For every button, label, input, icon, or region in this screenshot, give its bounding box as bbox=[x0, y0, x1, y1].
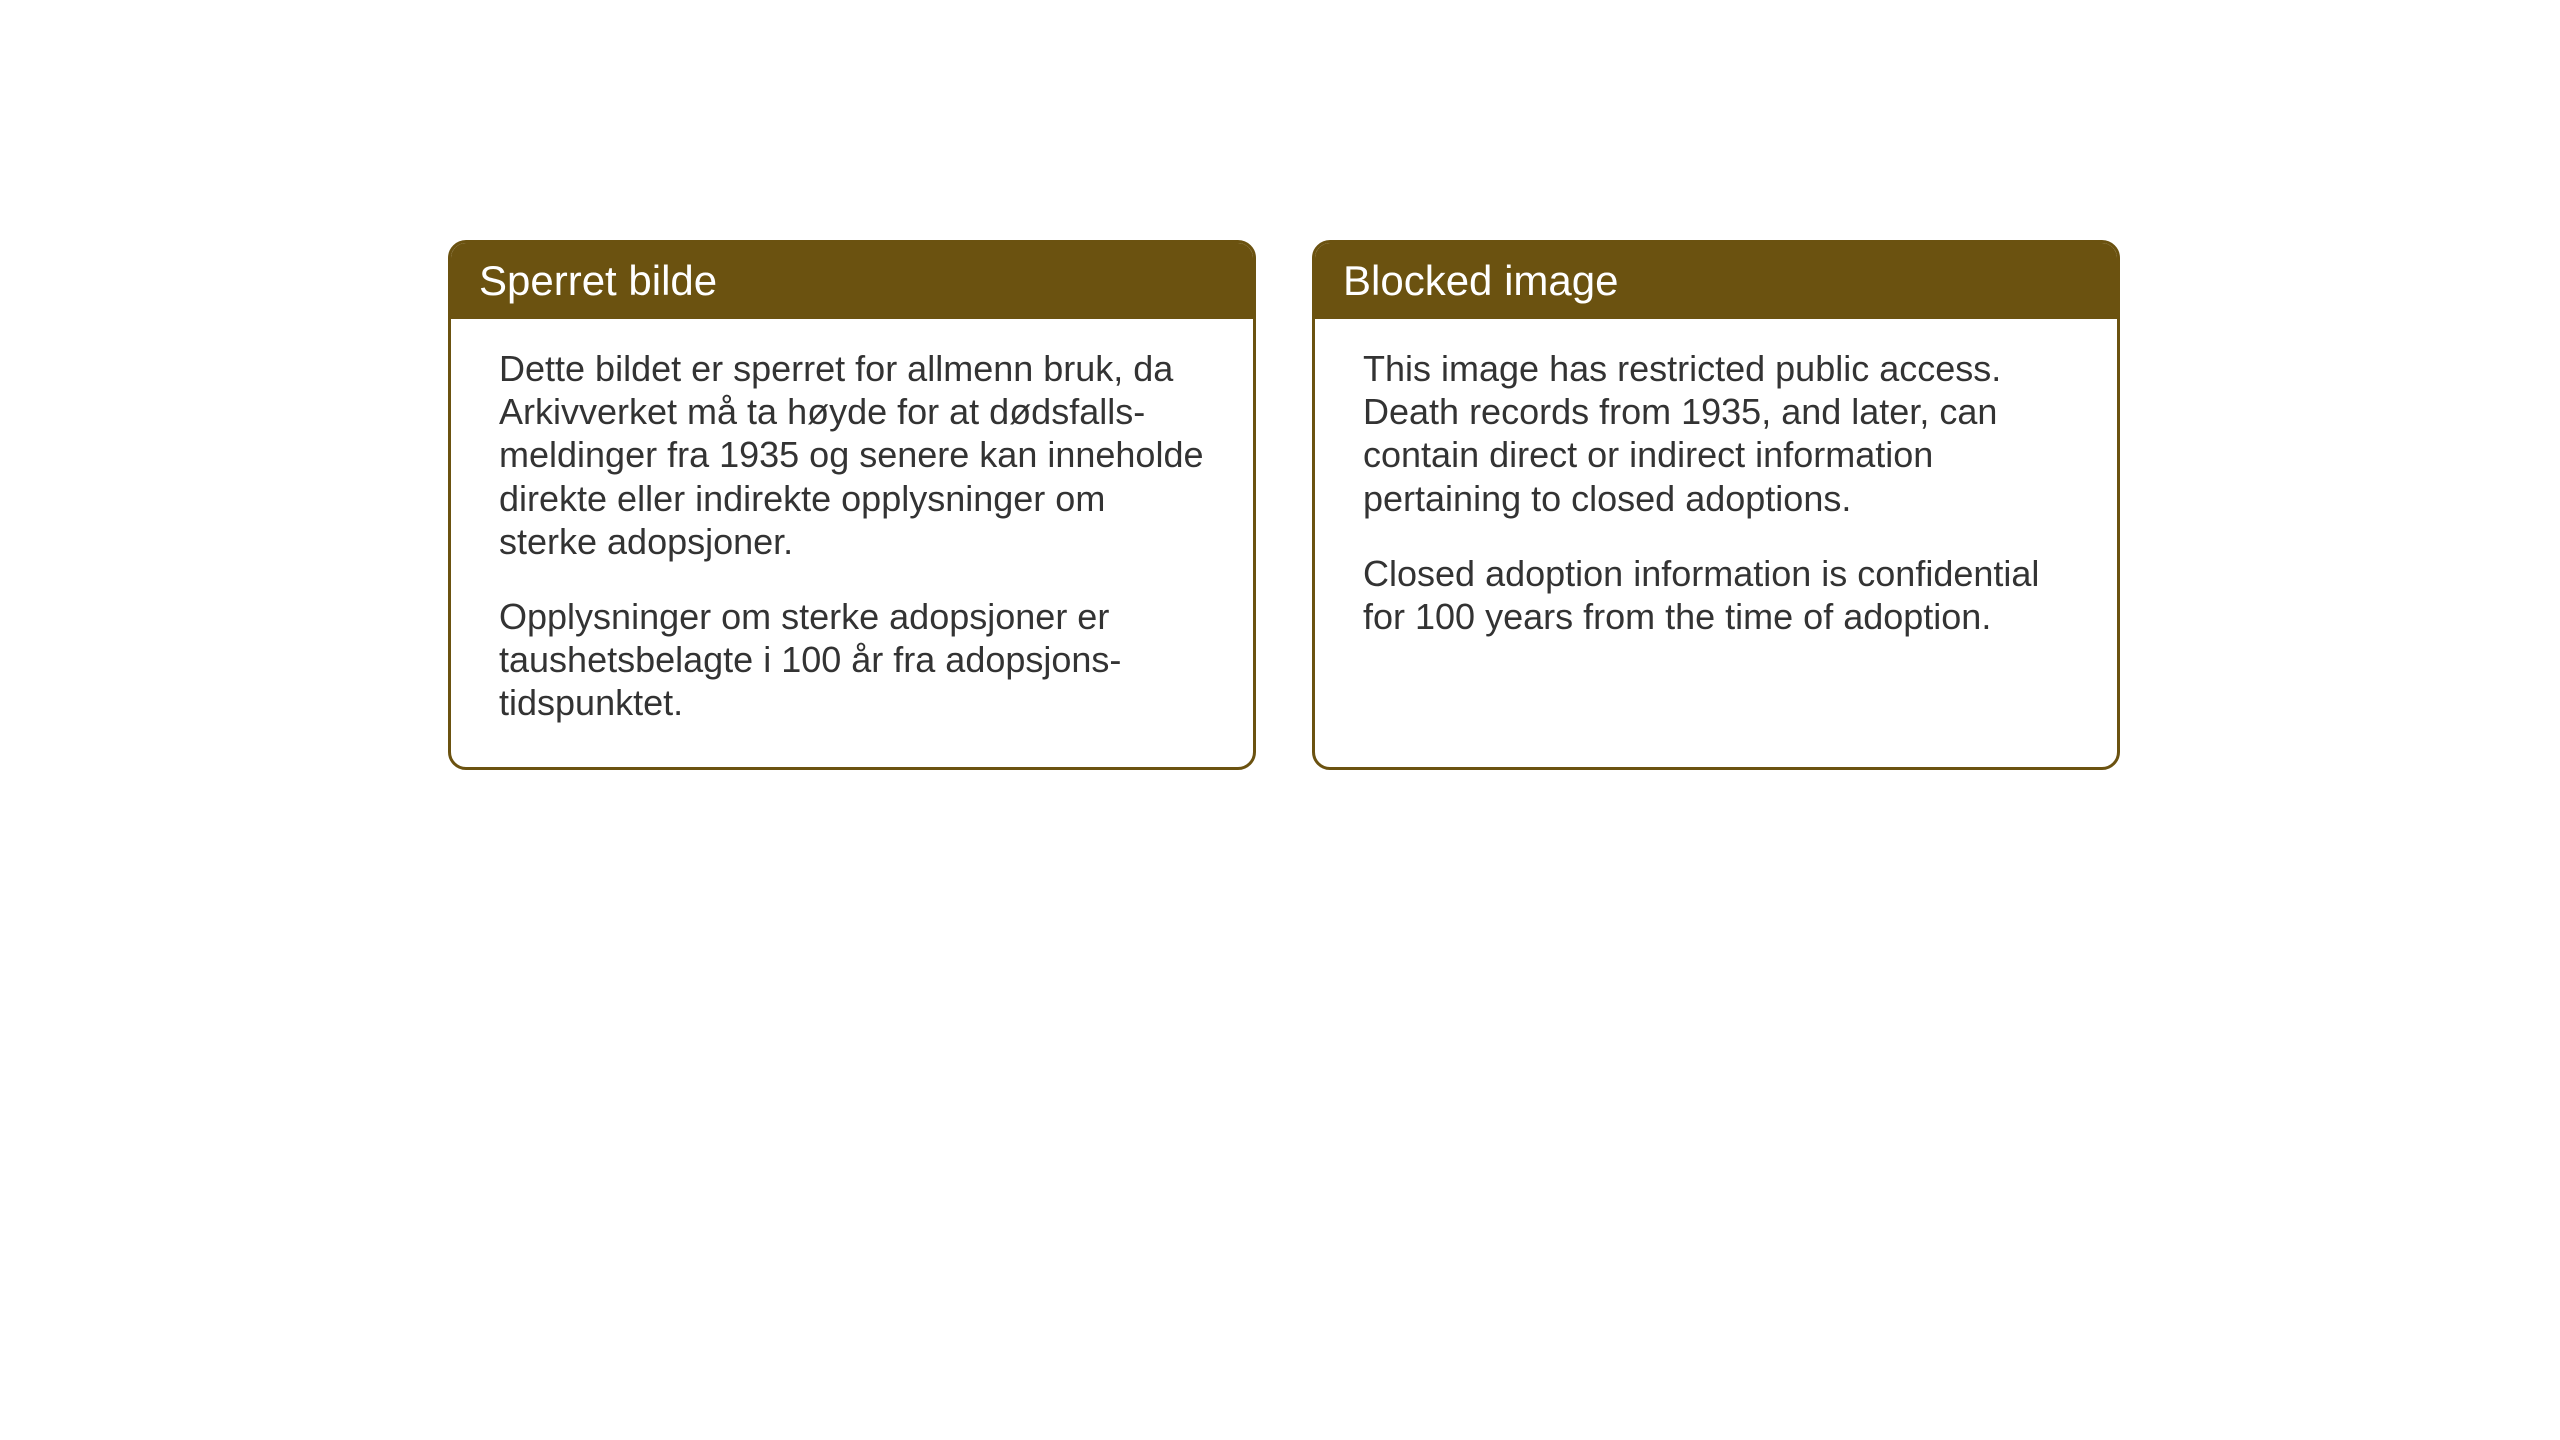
card-paragraph-norwegian-2: Opplysninger om sterke adopsjoner er tau… bbox=[499, 595, 1205, 725]
card-body-norwegian: Dette bildet er sperret for allmenn bruk… bbox=[451, 319, 1253, 767]
card-paragraph-english-2: Closed adoption information is confident… bbox=[1363, 552, 2069, 638]
card-header-norwegian: Sperret bilde bbox=[451, 243, 1253, 319]
card-body-english: This image has restricted public access.… bbox=[1315, 319, 2117, 680]
notice-container: Sperret bilde Dette bildet er sperret fo… bbox=[448, 240, 2120, 770]
notice-card-norwegian: Sperret bilde Dette bildet er sperret fo… bbox=[448, 240, 1256, 770]
card-paragraph-english-1: This image has restricted public access.… bbox=[1363, 347, 2069, 520]
card-title-norwegian: Sperret bilde bbox=[479, 257, 717, 304]
card-header-english: Blocked image bbox=[1315, 243, 2117, 319]
card-title-english: Blocked image bbox=[1343, 257, 1618, 304]
notice-card-english: Blocked image This image has restricted … bbox=[1312, 240, 2120, 770]
card-paragraph-norwegian-1: Dette bildet er sperret for allmenn bruk… bbox=[499, 347, 1205, 563]
